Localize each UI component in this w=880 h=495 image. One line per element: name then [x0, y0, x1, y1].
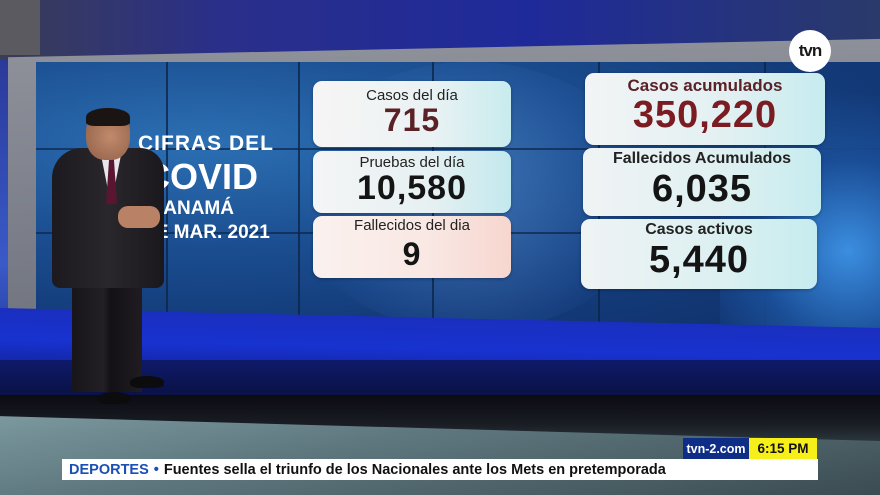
bullet-icon: •	[153, 461, 159, 478]
stat-card-daily-tests: Pruebas del día 10,580	[313, 151, 511, 213]
presenter-legs	[72, 284, 142, 392]
presenter-hands	[118, 206, 160, 228]
panel-seam	[298, 62, 300, 332]
stat-card-active-cases: Casos activos 5,440	[581, 219, 817, 289]
stat-card-daily-cases: Casos del día 715	[313, 81, 511, 147]
presenter-tie	[106, 156, 117, 204]
title-line-3: PANAMÁ	[152, 198, 234, 219]
stat-label: Pruebas del día	[359, 154, 465, 171]
presenter	[50, 108, 170, 408]
stat-value: 715	[383, 102, 441, 138]
stat-value: 9	[402, 236, 422, 272]
presenter-hair	[86, 108, 130, 126]
title-line-4: DE MAR. 2021	[142, 222, 270, 243]
stat-card-cumulative-deaths: Fallecidos Acumulados 6,035	[583, 148, 821, 216]
stat-value: 6,035	[651, 168, 753, 210]
title-line-1: CIFRAS DEL	[138, 132, 274, 155]
stat-card-cumulative-cases: Casos acumulados 350,220	[585, 73, 825, 145]
stat-value: 350,220	[632, 94, 778, 136]
ticker-headline: Fuentes sella el triunfo de los Nacional…	[163, 461, 666, 478]
stat-value: 5,440	[648, 239, 750, 281]
stat-label: Fallecidos Acumulados	[612, 150, 792, 167]
news-ticker: DEPORTES • Fuentes sella el triunfo de l…	[62, 459, 818, 480]
studio-pillar	[0, 0, 40, 55]
stat-card-daily-deaths: Fallecidos del dia 9	[313, 216, 511, 278]
tvn-logo-icon: tvn	[789, 30, 831, 72]
broadcast-time: 6:15 PM	[749, 438, 817, 459]
stat-label: Casos activos	[645, 221, 753, 238]
ticker-category: DEPORTES	[69, 461, 149, 478]
stat-label: Casos acumulados	[627, 76, 783, 95]
stat-label: Casos del día	[366, 87, 458, 104]
channel-url: tvn-2.com	[683, 438, 749, 459]
presenter-shoe	[98, 392, 130, 404]
stat-label: Fallecidos del dia	[354, 217, 470, 234]
panel-seam	[36, 148, 880, 150]
presenter-shoe	[130, 376, 164, 388]
stat-value: 10,580	[357, 169, 467, 207]
panel-seam	[166, 62, 168, 332]
